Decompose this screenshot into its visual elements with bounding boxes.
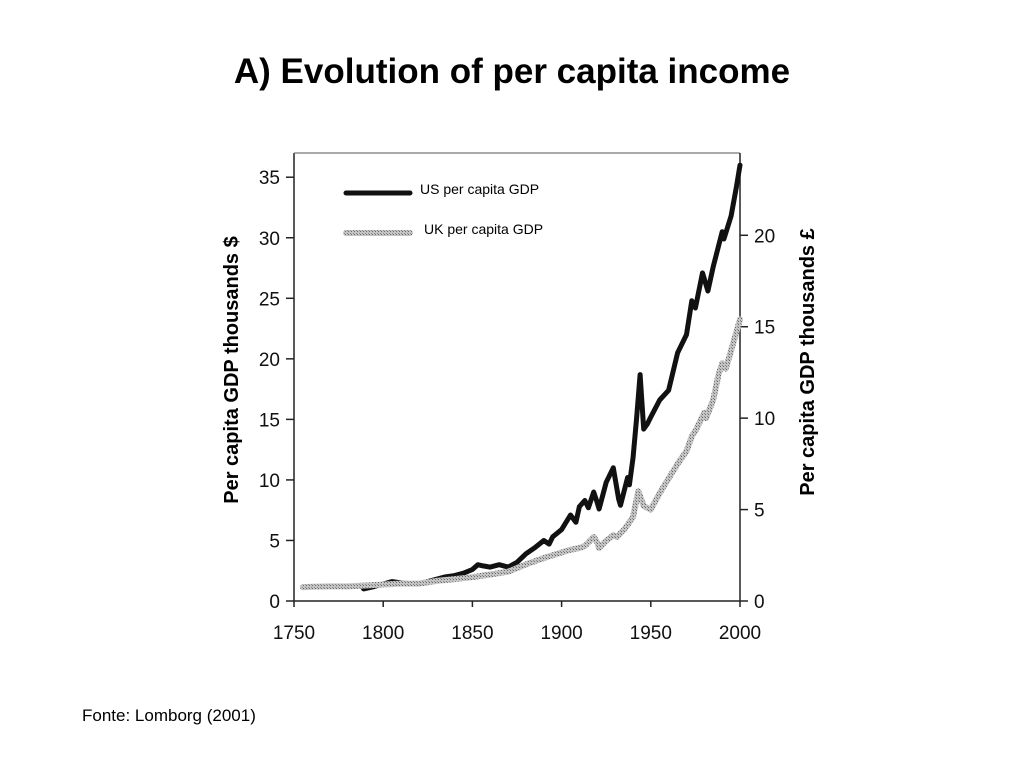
right-y-axis: 0 5 10 15 20 [740,226,775,613]
x-tick-label: 1750 [273,623,315,644]
left-tick-label: 35 [259,168,280,189]
left-tick-label: 10 [259,471,280,492]
left-tick-label: 15 [259,410,280,431]
y-axis-title-right: Per capita GDP thousands £ [797,228,819,496]
legend: US per capita GDP UK per capita GDP [343,181,543,237]
x-tick-label: 2000 [719,623,761,644]
uk-gdp-line [299,316,743,591]
y-axis-title-left: Per capita GDP thousands $ [221,236,243,504]
source-note: Fonte: Lomborg (2001) [82,706,256,725]
left-y-axis: 0 5 10 15 20 25 30 35 [259,168,294,613]
series-lines [299,162,743,592]
plot-frame [293,152,741,602]
slide-title: A) Evolution of per capita income [233,52,791,91]
x-tick-label: 1850 [451,623,493,644]
left-tick-label: 25 [259,289,280,310]
legend-label-uk: UK per capita GDP [424,221,543,237]
left-tick-label: 20 [259,350,280,371]
x-tick-label: 1800 [362,623,404,644]
left-tick-label: 0 [269,592,280,613]
legend-label-us: US per capita GDP [420,181,539,197]
right-tick-label: 0 [754,592,765,613]
left-tick-label: 30 [259,229,280,250]
x-tick-label: 1900 [540,623,582,644]
right-tick-label: 15 [754,318,775,339]
left-tick-label: 5 [269,531,280,552]
x-axis: 1750 1800 1850 1900 1950 2000 [273,601,761,644]
us-gdp-line [361,162,743,592]
x-tick-label: 1950 [630,623,672,644]
right-tick-label: 20 [754,226,775,247]
right-tick-label: 5 [754,501,765,522]
right-tick-label: 10 [754,409,775,430]
